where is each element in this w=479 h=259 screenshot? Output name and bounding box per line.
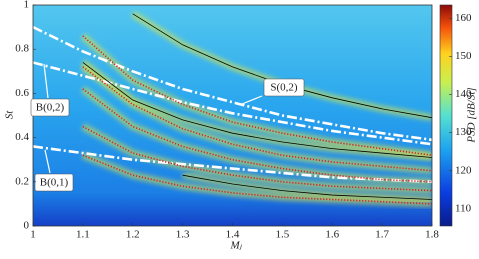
colorbar [439, 4, 453, 227]
curve [82, 125, 432, 192]
x-tick-label: 1.5 [276, 229, 290, 241]
colorbar-tick-label: 110 [455, 202, 472, 214]
x-tick-label: 1.6 [325, 229, 339, 241]
x-tick-label: 1.4 [226, 229, 240, 241]
curve [82, 66, 432, 172]
curve [82, 88, 432, 183]
curve [82, 154, 432, 205]
x-tick-label: 1.2 [126, 229, 140, 241]
plot-area [33, 10, 432, 208]
colorbar-tick-label: 150 [455, 50, 472, 62]
curve [182, 174, 432, 200]
annotation: B(0,1) [34, 149, 74, 192]
curve [33, 145, 432, 184]
curve [33, 25, 432, 142]
x-axis-label: Mⱼ [229, 240, 242, 252]
y-tick-label: 0.8 [15, 43, 29, 55]
curve [82, 62, 432, 158]
annotation-text: B(0,1) [40, 177, 69, 189]
y-tick-label: 0.4 [15, 131, 29, 143]
annotation: B(0,2) [30, 63, 70, 117]
y-tick-label: 0.6 [15, 87, 29, 99]
x-tick-label: 1.3 [176, 229, 190, 241]
x-tick-label: 1.1 [76, 229, 90, 241]
y-tick-label: 1 [24, 0, 30, 11]
colorbar-tick-label: 120 [455, 164, 472, 176]
y-tick-label: 0 [24, 220, 30, 232]
colorbar-tick-label: 130 [455, 126, 472, 138]
x-tick-label: 1.8 [425, 229, 439, 241]
annotation-text: B(0,2) [36, 102, 65, 114]
x-tick-label: 1.7 [375, 229, 389, 241]
x-tick-label: 1 [30, 229, 36, 241]
colorbar-tick-label: 140 [455, 88, 472, 100]
annotation-text: S(0,2) [270, 82, 298, 94]
colorbar-tick-label: 160 [455, 12, 472, 24]
annotation: S(0,2) [241, 78, 305, 105]
y-axis-label: St [4, 110, 16, 120]
y-tick-label: 0.2 [15, 175, 29, 187]
colorbar-label: PSD [dB/St] [466, 87, 478, 143]
curve [82, 35, 432, 157]
